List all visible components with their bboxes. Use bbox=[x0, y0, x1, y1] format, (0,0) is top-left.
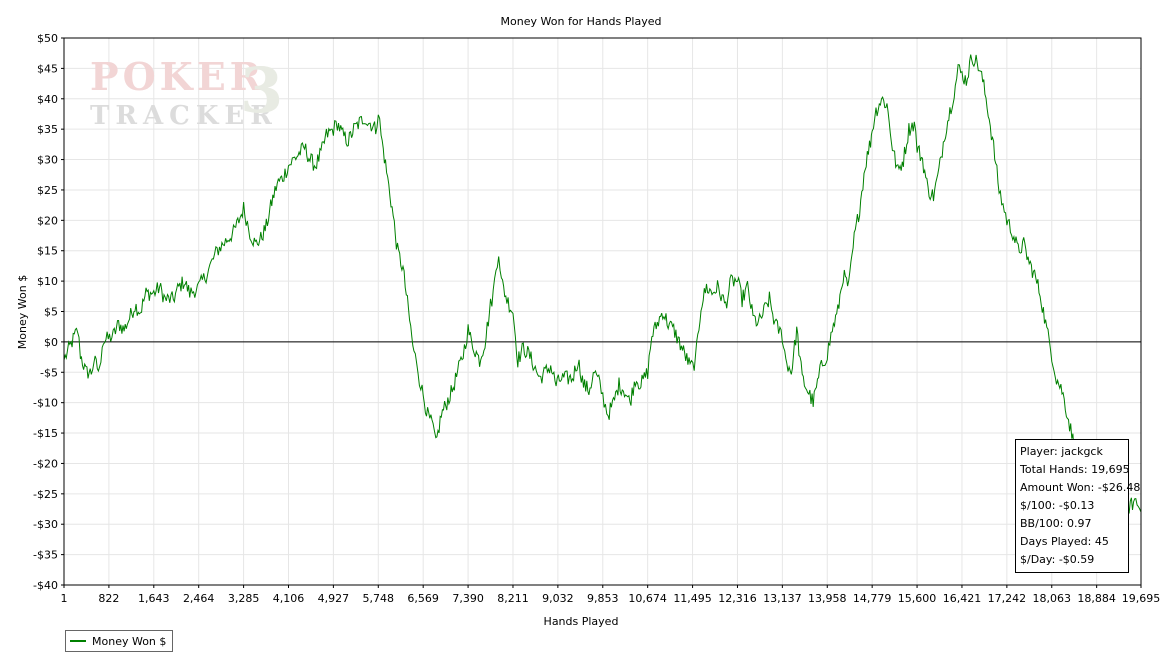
series-layer bbox=[63, 54, 1142, 518]
x-tick-label: 13,137 bbox=[763, 592, 802, 605]
x-tick-label: 822 bbox=[98, 592, 119, 605]
y-tick-label: $25 bbox=[37, 184, 58, 197]
x-tick-label: 9,853 bbox=[587, 592, 619, 605]
x-tick-label: 8,211 bbox=[497, 592, 529, 605]
x-tick-label: 18,063 bbox=[1033, 592, 1072, 605]
legend-swatch bbox=[70, 640, 86, 642]
y-tick-label: -$20 bbox=[33, 457, 58, 470]
x-tick-label: 1 bbox=[61, 592, 68, 605]
x-tick-label: 4,106 bbox=[273, 592, 305, 605]
x-axis-label: Hands Played bbox=[544, 615, 619, 628]
y-tick-label: -$5 bbox=[40, 366, 58, 379]
x-tick-label: 11,495 bbox=[673, 592, 712, 605]
x-tick-layer: 1 822 1,643 2,464 3,285 4,106 4,927 5,748 6,569 7… bbox=[61, 585, 1161, 605]
y-tick-label: $30 bbox=[37, 154, 58, 167]
x-tick-label: 3,285 bbox=[228, 592, 260, 605]
stat-amount-won: Amount Won: -$26.48 bbox=[1020, 481, 1141, 494]
chart-title: Money Won for Hands Played bbox=[501, 15, 662, 28]
x-tick-label: 4,927 bbox=[318, 592, 350, 605]
x-tick-label: 7,390 bbox=[452, 592, 484, 605]
y-tick-label: $50 bbox=[37, 32, 58, 45]
x-tick-label: 10,674 bbox=[628, 592, 667, 605]
player-stats-box: Player: jackgck Total Hands: 19,695 Amou… bbox=[1015, 439, 1141, 573]
grid-layer bbox=[63, 37, 1142, 586]
series-money-won-line bbox=[63, 54, 1142, 518]
x-tick-label: 19,695 bbox=[1122, 592, 1161, 605]
legend-label: Money Won $ bbox=[92, 634, 167, 648]
x-tick-label: 14,779 bbox=[853, 592, 892, 605]
stat-per-100: $/100: -$0.13 bbox=[1020, 499, 1095, 512]
x-tick-label: 15,600 bbox=[898, 592, 937, 605]
stat-per-day: $/Day: -$0.59 bbox=[1020, 553, 1095, 566]
stat-total-hands: Total Hands: 19,695 bbox=[1020, 463, 1130, 476]
y-tick-layer: $50 $45 $40 $35 $30 $25 $20 $15 $10 $5 $0 -$5 -$10 -$… bbox=[33, 32, 64, 592]
y-tick-label: $15 bbox=[37, 245, 58, 258]
y-tick-label: $35 bbox=[37, 123, 58, 136]
y-tick-label: $0 bbox=[44, 336, 58, 349]
y-tick-label: $10 bbox=[37, 275, 58, 288]
y-tick-label: $20 bbox=[37, 214, 58, 227]
y-tick-label: $40 bbox=[37, 93, 58, 106]
x-tick-label: 13,958 bbox=[808, 592, 847, 605]
stat-bb-per-100: BB/100: 0.97 bbox=[1020, 517, 1092, 530]
y-tick-label: -$15 bbox=[33, 427, 58, 440]
stat-days-played: Days Played: 45 bbox=[1020, 535, 1109, 548]
x-tick-label: 5,748 bbox=[363, 592, 395, 605]
x-tick-label: 17,242 bbox=[988, 592, 1027, 605]
stat-player: Player: jackgck bbox=[1020, 445, 1103, 458]
x-tick-label: 12,316 bbox=[718, 592, 757, 605]
y-tick-label: -$40 bbox=[33, 579, 58, 592]
y-tick-label: -$35 bbox=[33, 549, 58, 562]
y-axis-label: Money Won $ bbox=[16, 275, 29, 349]
x-tick-label: 1,643 bbox=[138, 592, 170, 605]
x-tick-label: 9,032 bbox=[542, 592, 574, 605]
x-tick-label: 16,421 bbox=[943, 592, 982, 605]
y-tick-label: $45 bbox=[37, 62, 58, 75]
y-tick-label: -$10 bbox=[33, 397, 58, 410]
chart-legend: Money Won $ bbox=[65, 630, 174, 652]
y-tick-label: $5 bbox=[44, 306, 58, 319]
x-tick-label: 18,884 bbox=[1077, 592, 1116, 605]
y-tick-label: -$25 bbox=[33, 488, 58, 501]
x-tick-label: 2,464 bbox=[183, 592, 215, 605]
y-tick-label: -$30 bbox=[33, 518, 58, 531]
x-tick-label: 6,569 bbox=[407, 592, 439, 605]
